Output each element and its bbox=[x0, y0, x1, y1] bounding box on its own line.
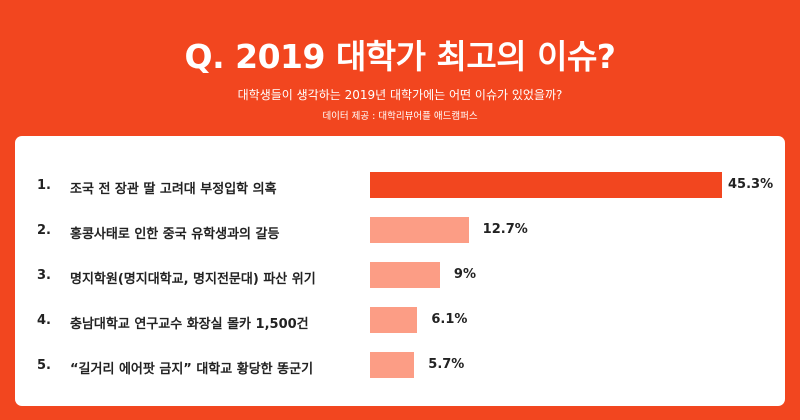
rank-label: 2. bbox=[37, 223, 51, 238]
bar bbox=[370, 172, 722, 198]
rank-label: 4. bbox=[37, 313, 51, 328]
category-label: 명지학원(명지대학교, 명지전문대) 파산 위기 bbox=[70, 272, 316, 287]
value-label: 6.1% bbox=[431, 312, 468, 327]
chart-card: 1. 조국 전 장관 딸 고려대 부정입학 의혹 45.3% 2. 홍콩사태로 인한 중… bbox=[15, 136, 785, 406]
value-label: 12.7% bbox=[482, 222, 528, 237]
chart-subtitle: 대학생들이 생각하는 2019년 대학가에는 어떤 이슈가 있었을까? bbox=[237, 88, 563, 102]
rank-label: 3. bbox=[37, 268, 51, 283]
bar-row: 2. 홍콩사태로 인한 중국 유학생과의 갈등 12.7% bbox=[15, 217, 785, 247]
category-label: 조국 전 장관 딸 고려대 부정입학 의혹 bbox=[70, 182, 277, 197]
rank-label: 1. bbox=[37, 178, 51, 193]
bar bbox=[370, 262, 440, 288]
bar-row: 4. 충남대학교 연구교수 화장실 몰카 1,500건 6.1% bbox=[15, 307, 785, 337]
value-label: 9% bbox=[453, 267, 476, 282]
bar bbox=[370, 352, 415, 378]
rank-label: 5. bbox=[37, 358, 51, 373]
value-label: 45.3% bbox=[728, 177, 774, 192]
bar bbox=[370, 217, 469, 243]
data-source: 데이터 제공 : 대학리뷰어플 애드캠퍼스 bbox=[322, 111, 478, 122]
bar bbox=[370, 307, 418, 333]
bar-row: 1. 조국 전 장관 딸 고려대 부정입학 의혹 45.3% bbox=[15, 172, 785, 202]
chart-title: Q. 2019 대학가 최고의 이슈? bbox=[184, 37, 616, 76]
category-label: 홍콩사태로 인한 중국 유학생과의 갈등 bbox=[70, 227, 280, 242]
bar-row: 3. 명지학원(명지대학교, 명지전문대) 파산 위기 9% bbox=[15, 262, 785, 292]
bar-row: 5. “길거리 에어팟 금지” 대학교 황당한 똥군기 5.7% bbox=[15, 352, 785, 382]
value-label: 5.7% bbox=[428, 357, 465, 372]
category-label: “길거리 에어팟 금지” 대학교 황당한 똥군기 bbox=[70, 362, 314, 377]
category-label: 충남대학교 연구교수 화장실 몰카 1,500건 bbox=[70, 317, 309, 332]
